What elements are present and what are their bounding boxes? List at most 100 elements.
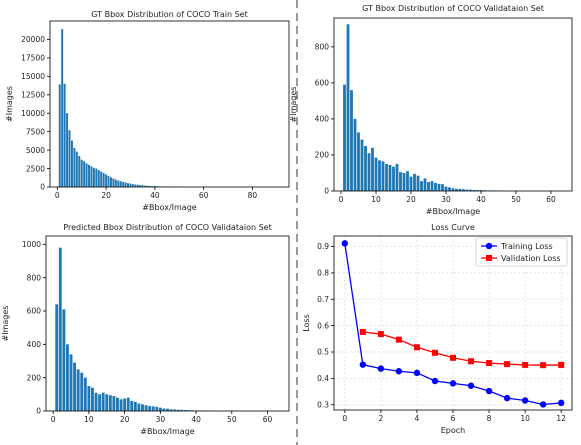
bar — [399, 172, 402, 191]
bar — [134, 184, 137, 187]
bar — [444, 186, 448, 191]
data-point — [521, 397, 529, 404]
bar — [151, 186, 154, 187]
bar — [131, 184, 134, 187]
bar — [116, 397, 119, 411]
bar — [63, 83, 66, 187]
x-tick-label: 40 — [476, 195, 486, 204]
bar — [151, 406, 155, 411]
bar — [83, 377, 87, 411]
bar — [149, 185, 151, 187]
data-point — [503, 394, 511, 402]
y-tick-label: 200 — [315, 151, 330, 160]
bar — [101, 392, 105, 411]
bar — [360, 139, 364, 191]
x-tick-label: 30 — [441, 195, 451, 204]
x-tick-label: 20 — [101, 191, 111, 200]
bar — [130, 401, 134, 411]
bar — [141, 404, 144, 411]
bar — [80, 159, 83, 187]
plot-frame — [45, 235, 290, 412]
x-tick-label: 4 — [415, 414, 420, 423]
y-tick-label: 2500 — [26, 164, 45, 173]
data-point — [359, 328, 366, 335]
x-tick-label: 12 — [556, 414, 566, 423]
bar — [479, 190, 483, 191]
data-point — [359, 361, 367, 368]
bar — [66, 113, 69, 187]
bar — [92, 167, 95, 187]
bar — [73, 362, 77, 411]
x-tick-label: 20 — [406, 195, 416, 204]
x-tick-label: 0 — [55, 191, 60, 200]
chart-title: GT Bbox Distribution of COCO Validataion… — [362, 4, 544, 13]
legend: Training Loss Validation Loss — [475, 237, 568, 267]
x-tick-label: 60 — [263, 415, 273, 424]
bar — [68, 130, 71, 187]
bar — [350, 90, 353, 191]
bar — [78, 156, 81, 187]
bar — [437, 183, 441, 191]
bar — [126, 397, 130, 411]
bar — [451, 188, 455, 191]
y-tick-label: 600 — [27, 307, 42, 316]
bar — [69, 354, 73, 411]
x-tick-label: 40 — [150, 191, 160, 200]
chart-title: Predicted Bbox Distribution of COCO Vali… — [63, 223, 271, 232]
y-tick-label: 0.5 — [317, 348, 329, 357]
bar — [109, 177, 112, 187]
bar — [87, 386, 91, 411]
x-axis-label: #Bbox/Image — [426, 207, 480, 216]
bar — [180, 409, 184, 411]
x-tick-label: 20 — [120, 415, 130, 424]
bar — [90, 166, 93, 187]
x-tick-label: 0 — [342, 414, 347, 423]
bar — [343, 84, 346, 191]
y-axis-label: #Images — [1, 306, 10, 342]
bar — [441, 184, 444, 191]
bar — [402, 172, 406, 191]
chart-title: GT Bbox Distribution of COCO Train Set — [91, 10, 248, 19]
bar — [119, 399, 123, 411]
y-axis-label: #Images — [5, 86, 14, 122]
data-point — [540, 362, 547, 369]
bar — [98, 394, 102, 411]
x-tick-label: 60 — [546, 195, 556, 204]
y-tick-label: 5000 — [26, 146, 45, 155]
y-tick-label: 20000 — [21, 35, 45, 44]
bar — [108, 395, 112, 411]
x-tick-label: 2 — [378, 414, 383, 423]
legend-label: Training Loss — [500, 242, 553, 251]
bar — [146, 185, 149, 187]
y-tick-label: 10000 — [21, 109, 45, 118]
bar — [75, 151, 78, 187]
data-point — [468, 358, 475, 365]
data-point — [377, 365, 385, 372]
bar — [119, 181, 122, 187]
data-point — [341, 240, 349, 247]
y-tick-label: 400 — [27, 340, 42, 349]
bar — [100, 171, 103, 187]
bar — [107, 175, 110, 187]
bar — [462, 189, 465, 191]
bar — [183, 410, 187, 411]
data-point — [539, 401, 547, 408]
bar — [155, 406, 159, 411]
bar — [472, 189, 476, 191]
y-tick-label: 15000 — [21, 72, 45, 81]
bar — [476, 190, 479, 191]
bar — [137, 403, 141, 411]
y-tick-label: 1000 — [22, 240, 41, 249]
bar — [62, 309, 66, 411]
bar — [158, 407, 162, 411]
bar — [133, 401, 137, 411]
bar — [465, 189, 469, 191]
bar — [58, 84, 61, 187]
bar — [346, 24, 350, 191]
data-point — [395, 368, 403, 375]
data-point — [450, 354, 456, 361]
bar — [385, 163, 388, 191]
bar — [395, 163, 399, 191]
bar — [176, 409, 180, 411]
